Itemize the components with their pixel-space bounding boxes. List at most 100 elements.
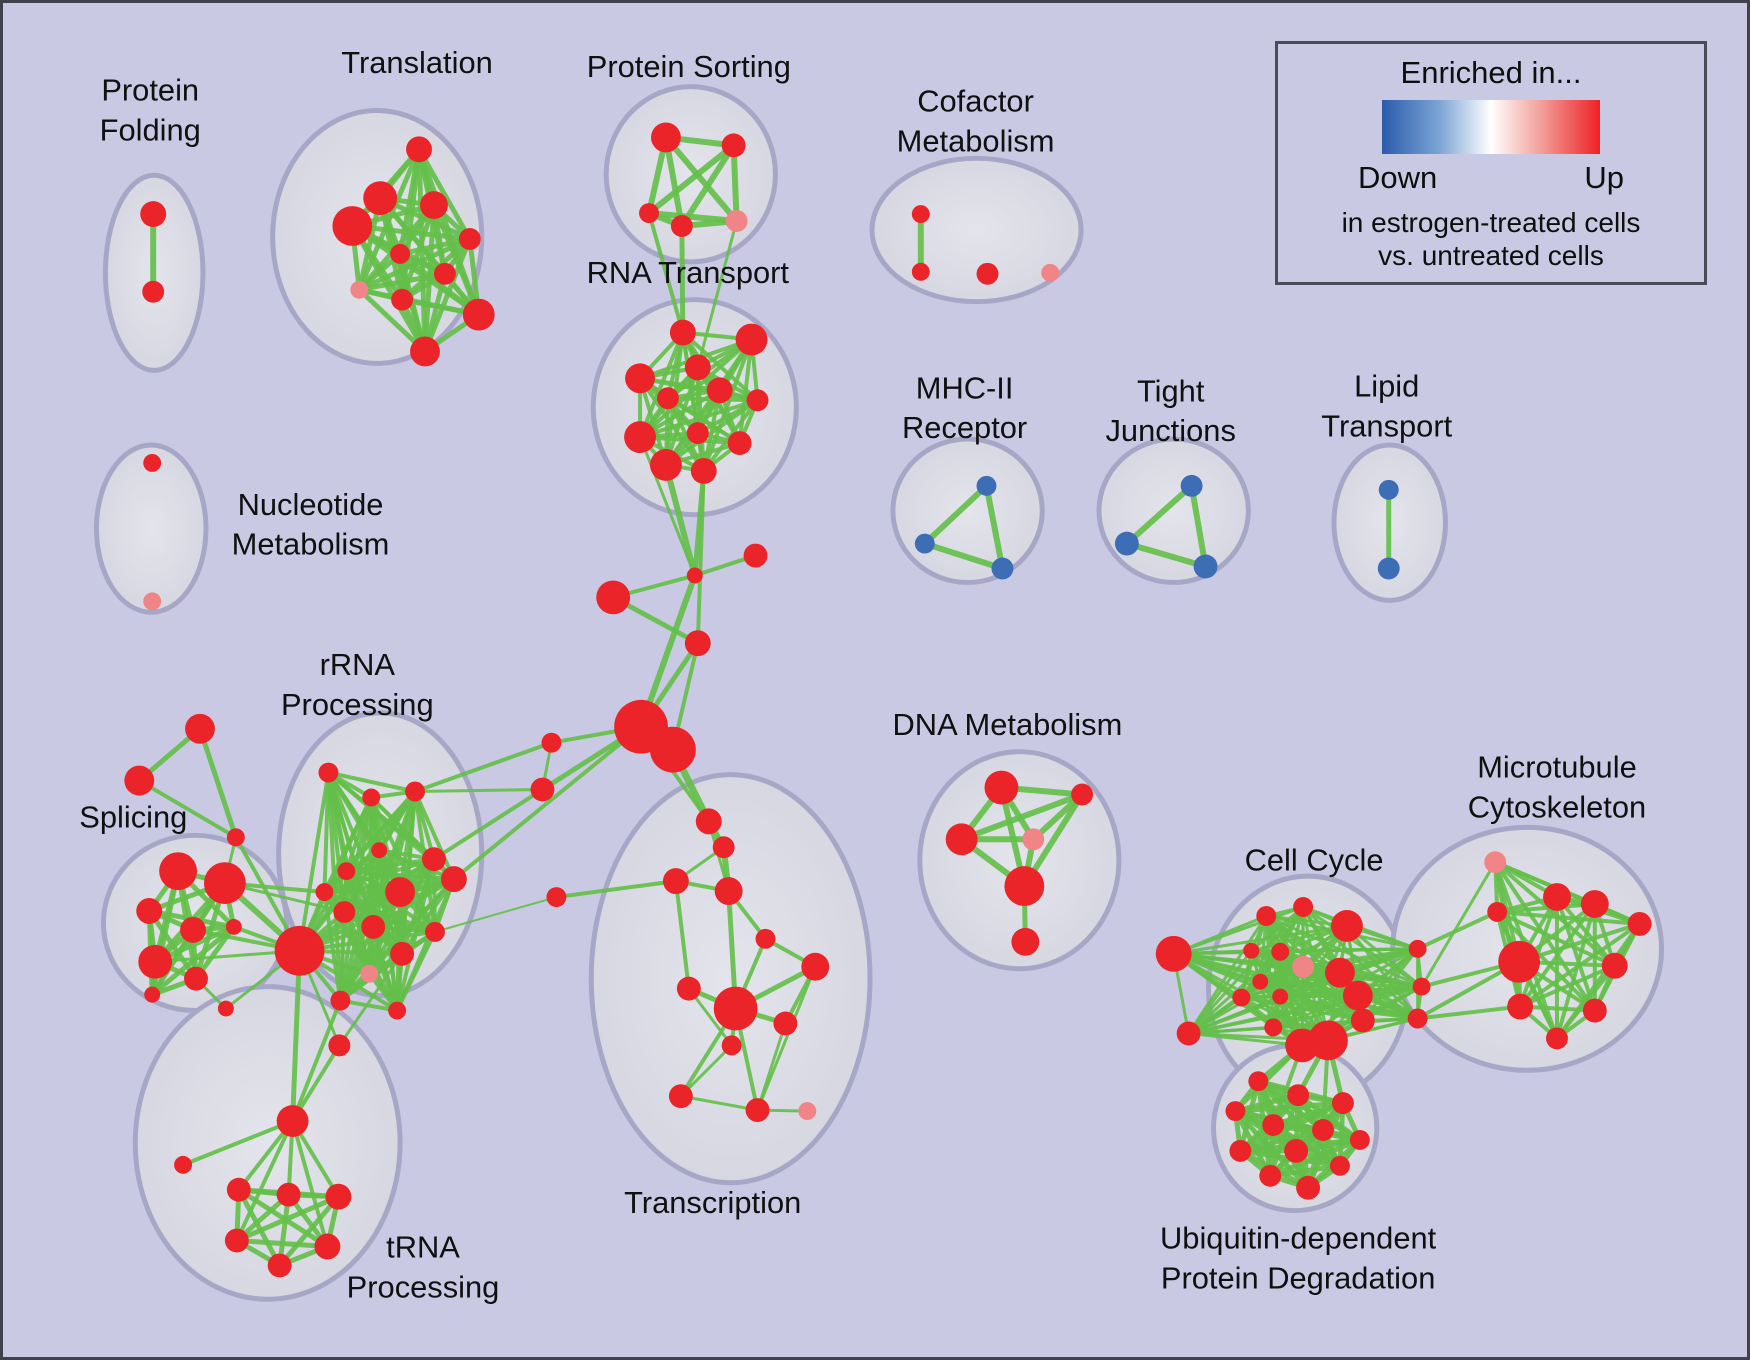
gene-set-node-cf2[interactable] bbox=[911, 262, 930, 281]
gene-set-node-ub9[interactable] bbox=[1284, 1138, 1309, 1163]
gene-set-node-rt7[interactable] bbox=[746, 389, 769, 412]
gene-set-node-cc3[interactable] bbox=[1256, 905, 1277, 926]
gene-set-node-ub8[interactable] bbox=[1229, 1139, 1252, 1162]
gene-set-node-th6[interactable] bbox=[267, 1253, 292, 1278]
gene-set-node-pf1[interactable] bbox=[140, 201, 167, 228]
gene-set-node-cc1[interactable] bbox=[1155, 935, 1192, 972]
gene-set-node-M3[interactable] bbox=[743, 543, 768, 568]
gene-set-node-dm6[interactable] bbox=[1011, 927, 1040, 956]
gene-set-node-b1[interactable] bbox=[541, 732, 562, 753]
gene-set-node-th4[interactable] bbox=[224, 1228, 249, 1253]
gene-set-node-ub10[interactable] bbox=[1329, 1155, 1350, 1176]
gene-set-node-ub12[interactable] bbox=[1296, 1175, 1321, 1200]
gene-set-node-rr5[interactable] bbox=[371, 842, 388, 859]
gene-set-node-mt6[interactable] bbox=[1580, 890, 1609, 918]
gene-set-node-sp5[interactable] bbox=[138, 944, 173, 979]
gene-set-node-t11[interactable] bbox=[721, 1035, 742, 1056]
gene-set-node-dm1[interactable] bbox=[984, 770, 1019, 805]
gene-set-node-rr18[interactable] bbox=[328, 1034, 351, 1057]
gene-set-node-mt4[interactable] bbox=[1498, 940, 1541, 983]
gene-set-node-rt5[interactable] bbox=[656, 387, 679, 410]
gene-set-node-cc20[interactable] bbox=[1407, 1008, 1428, 1029]
gene-set-node-rr2[interactable] bbox=[318, 762, 339, 783]
gene-set-node-mt2[interactable] bbox=[1543, 883, 1571, 911]
gene-set-node-rr17[interactable] bbox=[388, 1001, 407, 1020]
gene-set-node-mh3[interactable] bbox=[991, 557, 1014, 580]
gene-set-node-mt1[interactable] bbox=[1484, 851, 1507, 874]
gene-set-node-st3[interactable] bbox=[226, 828, 245, 847]
gene-set-node-cc13[interactable] bbox=[1325, 957, 1355, 988]
gene-set-node-ub6[interactable] bbox=[1312, 1119, 1334, 1141]
gene-set-node-rt1[interactable] bbox=[669, 319, 696, 346]
gene-set-node-sp2[interactable] bbox=[203, 862, 246, 905]
gene-set-node-ub11[interactable] bbox=[1259, 1164, 1282, 1187]
gene-set-node-tr7[interactable] bbox=[433, 262, 456, 285]
gene-set-node-cf1[interactable] bbox=[911, 205, 930, 224]
gene-set-node-b2[interactable] bbox=[530, 777, 555, 802]
gene-set-node-tr5[interactable] bbox=[458, 228, 481, 250]
gene-set-node-cf3[interactable] bbox=[976, 262, 999, 285]
gene-set-node-rt8[interactable] bbox=[624, 421, 656, 454]
gene-set-node-tr8[interactable] bbox=[350, 280, 369, 299]
gene-set-node-rr4[interactable] bbox=[405, 781, 425, 802]
gene-set-node-mt5[interactable] bbox=[1507, 993, 1534, 1020]
gene-set-node-tj1[interactable] bbox=[1180, 474, 1203, 497]
gene-set-node-t14[interactable] bbox=[798, 1102, 817, 1121]
gene-set-node-tj2[interactable] bbox=[1114, 531, 1139, 556]
gene-set-node-tr11[interactable] bbox=[410, 336, 440, 367]
gene-set-node-nm1[interactable] bbox=[143, 454, 162, 472]
gene-set-node-sp8[interactable] bbox=[144, 986, 161, 1003]
gene-set-node-sp6[interactable] bbox=[184, 966, 208, 991]
gene-set-node-lt2[interactable] bbox=[1377, 557, 1400, 580]
gene-set-node-tr6[interactable] bbox=[390, 243, 411, 264]
gene-set-node-ub4[interactable] bbox=[1225, 1101, 1246, 1122]
gene-set-node-tr2[interactable] bbox=[363, 181, 398, 216]
gene-set-node-rt2[interactable] bbox=[735, 323, 768, 356]
gene-set-node-rr15[interactable] bbox=[315, 883, 334, 902]
gene-set-node-ps1[interactable] bbox=[650, 122, 681, 153]
gene-set-node-dm4[interactable] bbox=[1022, 828, 1045, 851]
gene-set-node-M1[interactable] bbox=[596, 580, 631, 615]
gene-set-node-th3[interactable] bbox=[325, 1183, 352, 1210]
gene-set-node-cc6[interactable] bbox=[1243, 942, 1260, 959]
gene-set-node-rt11[interactable] bbox=[649, 449, 682, 481]
gene-set-node-ub1[interactable] bbox=[1248, 1071, 1269, 1092]
gene-set-node-tj3[interactable] bbox=[1193, 554, 1218, 579]
gene-set-node-tr3[interactable] bbox=[420, 191, 448, 220]
gene-set-node-rt10[interactable] bbox=[727, 431, 752, 455]
gene-set-node-mt9[interactable] bbox=[1582, 998, 1607, 1023]
gene-set-node-t12[interactable] bbox=[668, 1084, 693, 1109]
gene-set-node-sp7[interactable] bbox=[225, 918, 242, 935]
gene-set-node-mt8[interactable] bbox=[1601, 952, 1628, 979]
gene-set-node-rr6[interactable] bbox=[337, 862, 356, 881]
gene-set-node-tr4[interactable] bbox=[332, 206, 373, 246]
gene-set-node-ub5[interactable] bbox=[1262, 1114, 1285, 1136]
gene-set-node-cc12[interactable] bbox=[1264, 1018, 1283, 1037]
gene-set-node-t2[interactable] bbox=[712, 836, 735, 859]
gene-set-node-t9[interactable] bbox=[801, 952, 830, 981]
gene-set-node-t5[interactable] bbox=[546, 887, 567, 907]
gene-set-node-rrh[interactable] bbox=[274, 925, 325, 976]
gene-set-node-cf4[interactable] bbox=[1041, 263, 1060, 282]
gene-set-node-rr9[interactable] bbox=[440, 866, 467, 893]
gene-set-node-lt1[interactable] bbox=[1378, 479, 1399, 500]
gene-set-node-pf2[interactable] bbox=[142, 280, 165, 303]
gene-set-node-t13[interactable] bbox=[745, 1098, 770, 1123]
gene-set-node-sp4[interactable] bbox=[180, 916, 206, 943]
gene-set-node-cc17[interactable] bbox=[1285, 1028, 1320, 1063]
gene-set-node-mt7[interactable] bbox=[1627, 911, 1652, 936]
gene-set-node-mt10[interactable] bbox=[1546, 1027, 1568, 1050]
gene-set-node-ps3[interactable] bbox=[639, 203, 659, 224]
gene-set-node-dm5[interactable] bbox=[1004, 866, 1045, 906]
gene-set-node-rr16[interactable] bbox=[330, 990, 351, 1011]
gene-set-node-ub2[interactable] bbox=[1287, 1084, 1310, 1107]
gene-set-node-th1[interactable] bbox=[226, 1177, 251, 1202]
gene-set-node-sp3[interactable] bbox=[136, 898, 163, 924]
gene-set-node-cc11[interactable] bbox=[1272, 988, 1289, 1005]
gene-set-node-t4[interactable] bbox=[662, 868, 689, 895]
gene-set-node-tr10[interactable] bbox=[462, 298, 495, 331]
gene-set-node-C2[interactable] bbox=[649, 726, 696, 773]
gene-set-node-rr3[interactable] bbox=[362, 788, 381, 807]
gene-set-node-cc18[interactable] bbox=[1408, 939, 1427, 958]
gene-set-node-rr13[interactable] bbox=[390, 941, 415, 966]
